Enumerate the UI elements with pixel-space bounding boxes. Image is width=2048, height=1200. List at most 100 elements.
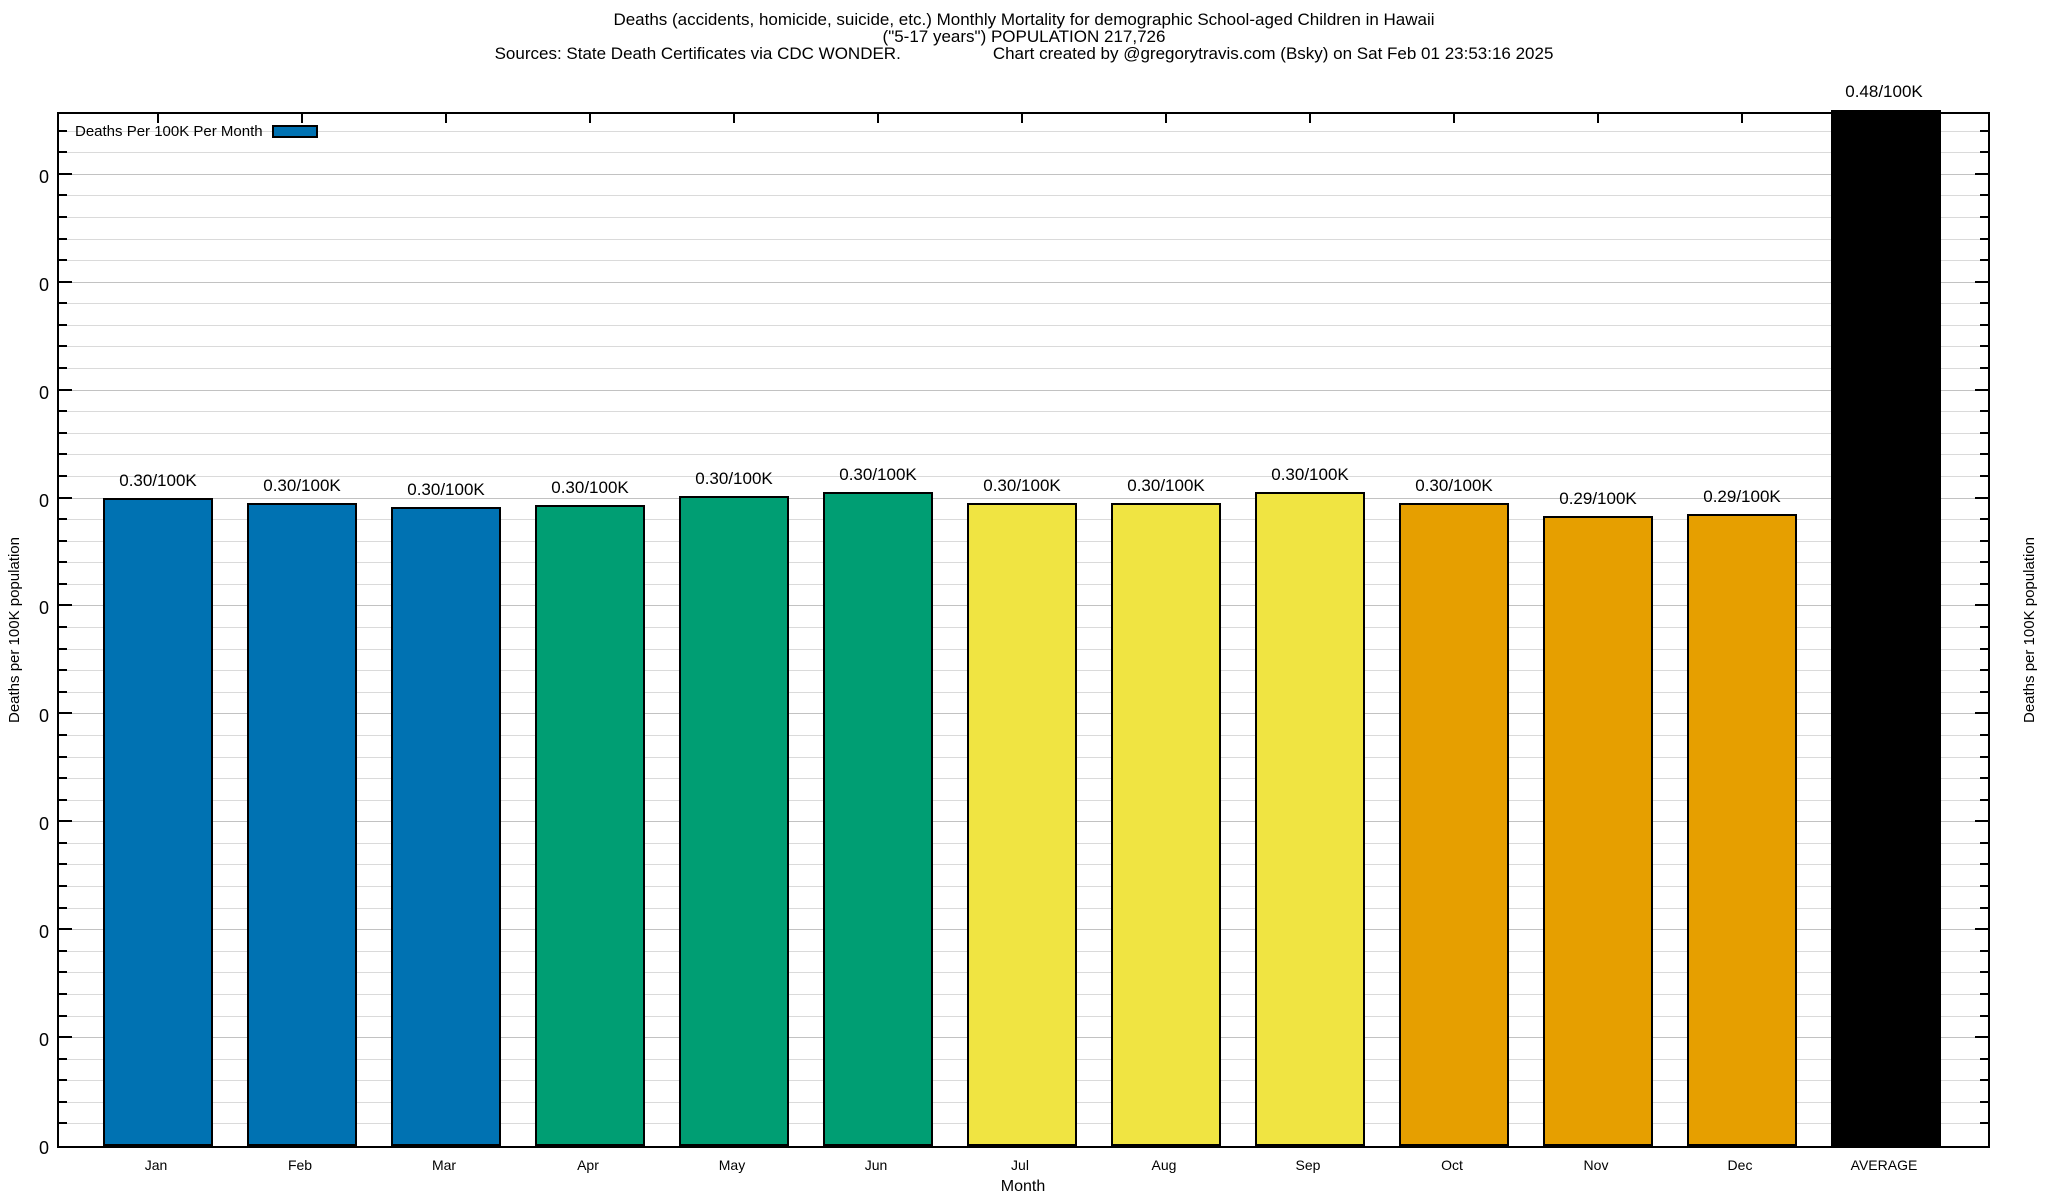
y-axis-tick bbox=[1975, 820, 1988, 823]
y-axis-tick bbox=[1980, 1122, 1988, 1125]
y-axis-tick-label: 0 bbox=[38, 598, 49, 619]
y-axis-tick bbox=[1980, 367, 1988, 369]
major-gridline bbox=[59, 497, 1988, 499]
bar-value-label: 0.30/100K bbox=[407, 480, 485, 499]
x-axis-top-tick bbox=[1021, 114, 1023, 123]
x-axis-top-tick bbox=[157, 114, 159, 123]
y-axis-tick-label: 0 bbox=[38, 922, 49, 943]
bar-value-label: 0.30/100K bbox=[1271, 465, 1349, 484]
minor-gridline bbox=[59, 454, 1988, 456]
y-axis-tick bbox=[1980, 992, 1988, 995]
x-axis-tick-label-average: AVERAGE bbox=[1850, 1157, 1918, 1173]
x-axis-top-tick bbox=[1885, 114, 1887, 123]
x-axis-top-tick bbox=[589, 114, 591, 123]
minor-gridline bbox=[59, 130, 1988, 132]
y-axis-tick bbox=[59, 626, 67, 628]
y-axis-tick bbox=[59, 1057, 67, 1060]
x-axis-tick-label-jun: Jun bbox=[864, 1157, 888, 1173]
bar-value-label: 0.30/100K bbox=[1127, 476, 1205, 495]
bar-value-label: 0.30/100K bbox=[551, 478, 629, 497]
y-axis-tick-label: 0 bbox=[38, 1138, 49, 1158]
chart-credit-text: Chart created by @gregorytravis.com (Bsk… bbox=[992, 44, 1554, 63]
y-axis-tick bbox=[59, 992, 67, 995]
minor-gridline bbox=[59, 411, 1988, 413]
y-axis-tick bbox=[59, 237, 67, 240]
legend-swatch-icon bbox=[271, 125, 318, 138]
x-axis-tick-label-feb: Feb bbox=[287, 1157, 313, 1173]
y-axis-tick bbox=[59, 712, 72, 715]
y-axis-tick bbox=[1980, 345, 1988, 348]
x-axis-tick-label-dec: Dec bbox=[1727, 1157, 1753, 1173]
major-gridline bbox=[59, 173, 1988, 175]
y-axis-tick bbox=[59, 388, 72, 391]
y-axis-tick bbox=[1980, 410, 1988, 413]
legend-label: Deaths Per 100K Per Month bbox=[75, 123, 263, 140]
y-axis-tick bbox=[1980, 863, 1988, 866]
y-axis-tick bbox=[59, 690, 67, 693]
minor-gridline bbox=[59, 475, 1988, 477]
y-axis-tick bbox=[59, 906, 67, 909]
y-axis-tick bbox=[59, 280, 72, 283]
bar-apr bbox=[535, 505, 645, 1146]
x-axis-top-tick bbox=[445, 114, 447, 123]
bar-jul bbox=[967, 503, 1077, 1146]
x-axis-top-tick bbox=[1741, 114, 1743, 123]
major-gridline bbox=[59, 281, 1988, 283]
x-axis-top-tick bbox=[301, 114, 303, 123]
x-axis-tick-label-apr: Apr bbox=[577, 1157, 599, 1173]
y-axis-tick bbox=[1975, 280, 1988, 283]
bar-mar bbox=[391, 507, 501, 1146]
y-axis-tick bbox=[1980, 582, 1988, 585]
y-axis-tick bbox=[1975, 388, 1988, 391]
y-axis-tick bbox=[1980, 453, 1988, 456]
y-axis-tick bbox=[1975, 172, 1988, 175]
y-axis-tick bbox=[1975, 496, 1988, 499]
plot-area: 0.30/100K 0.30/100K 0.30/100K 0.30/100K 0.30… bbox=[57, 110, 1990, 1148]
y-axis-tick bbox=[59, 1122, 67, 1125]
y-axis-tick bbox=[59, 798, 67, 801]
bar-may bbox=[679, 496, 789, 1146]
y-axis-tick bbox=[59, 1036, 72, 1039]
bar-aug bbox=[1111, 503, 1221, 1146]
y-axis-tick bbox=[1980, 561, 1988, 564]
y-axis-tick bbox=[1980, 474, 1988, 477]
y-axis-tick bbox=[1980, 539, 1988, 542]
y-axis-tick bbox=[59, 863, 67, 866]
y-axis-tick bbox=[1980, 259, 1988, 262]
x-axis-tick-label-may: May bbox=[718, 1157, 746, 1173]
y-axis-tick bbox=[59, 518, 67, 521]
y-axis-tick bbox=[59, 777, 67, 780]
y-axis-tick bbox=[1975, 712, 1988, 715]
bar-value-label: 0.30/100K bbox=[983, 476, 1061, 495]
y-axis-tick bbox=[59, 345, 67, 348]
y-axis-tick bbox=[59, 410, 67, 413]
chart-title-line2: ("5-17 years") POPULATION 217,726 bbox=[882, 27, 1166, 46]
y-axis-tick bbox=[59, 561, 67, 564]
y-axis-tick bbox=[59, 733, 67, 736]
y-axis-tick bbox=[59, 841, 67, 844]
y-axis-tick bbox=[59, 194, 67, 197]
y-axis-tick bbox=[59, 539, 67, 542]
y-axis-tick-label: 0 bbox=[38, 274, 49, 295]
y-axis-tick bbox=[1980, 323, 1988, 326]
legend: Deaths Per 100K Per Month bbox=[75, 123, 318, 140]
y-axis-tick bbox=[1980, 669, 1988, 672]
bar-value-label: 0.30/100K bbox=[119, 471, 197, 490]
y-axis-tick bbox=[1980, 647, 1988, 650]
x-axis-title: Month bbox=[1000, 1178, 1046, 1195]
minor-gridline bbox=[59, 368, 1988, 369]
minor-gridline bbox=[59, 260, 1988, 262]
y-axis-tick bbox=[59, 1014, 67, 1017]
y-axis-tick bbox=[59, 820, 72, 823]
y-axis-tick bbox=[59, 215, 67, 218]
x-axis-top-tick bbox=[733, 114, 735, 123]
x-axis-tick-label-jan: Jan bbox=[144, 1157, 168, 1173]
y-axis-tick bbox=[1980, 151, 1988, 154]
bar-value-label: 0.29/100K bbox=[1559, 489, 1637, 508]
y-axis-tick bbox=[59, 453, 67, 456]
y-axis-tick bbox=[59, 323, 67, 326]
y-axis-tick bbox=[59, 949, 67, 952]
y-axis-tick bbox=[59, 129, 67, 132]
minor-gridline bbox=[59, 195, 1988, 197]
y-axis-tick bbox=[1980, 626, 1988, 628]
